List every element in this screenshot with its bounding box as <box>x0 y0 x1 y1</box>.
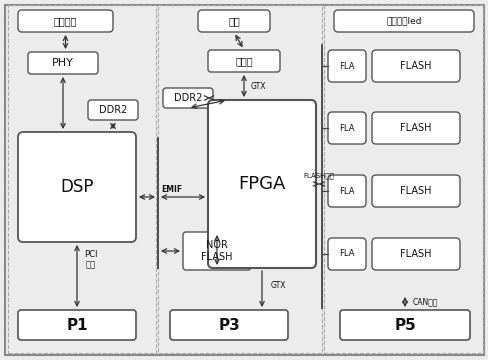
Text: 状态指示led: 状态指示led <box>386 17 421 26</box>
Text: FPGA: FPGA <box>238 175 285 193</box>
Text: FLASH总线: FLASH总线 <box>303 173 334 179</box>
Bar <box>8 5 156 353</box>
Text: DSP: DSP <box>60 178 94 196</box>
Text: DDR2: DDR2 <box>99 105 127 115</box>
Text: 光模块: 光模块 <box>235 56 252 66</box>
Text: PCI
接口: PCI 接口 <box>84 250 98 270</box>
Text: FLASH: FLASH <box>400 61 431 71</box>
FancyBboxPatch shape <box>183 232 250 270</box>
FancyBboxPatch shape <box>198 10 269 32</box>
FancyBboxPatch shape <box>327 112 365 144</box>
FancyBboxPatch shape <box>371 112 459 144</box>
FancyBboxPatch shape <box>18 132 136 242</box>
FancyBboxPatch shape <box>18 310 136 340</box>
Text: GTX: GTX <box>270 282 285 291</box>
Text: 千兆网口: 千兆网口 <box>54 16 77 26</box>
Text: FLASH: FLASH <box>400 186 431 196</box>
FancyBboxPatch shape <box>28 52 98 74</box>
FancyBboxPatch shape <box>333 10 473 32</box>
FancyBboxPatch shape <box>163 88 213 108</box>
Text: FLA: FLA <box>339 249 354 258</box>
FancyBboxPatch shape <box>170 310 287 340</box>
Text: CAN接口: CAN接口 <box>411 297 437 306</box>
Bar <box>158 5 321 353</box>
Text: P5: P5 <box>393 318 415 333</box>
FancyBboxPatch shape <box>207 50 280 72</box>
FancyBboxPatch shape <box>88 100 138 120</box>
Text: NOR
FLASH: NOR FLASH <box>201 240 232 262</box>
FancyBboxPatch shape <box>327 50 365 82</box>
Text: FLA: FLA <box>339 186 354 195</box>
Text: 光口: 光口 <box>228 16 240 26</box>
Text: DDR2: DDR2 <box>173 93 202 103</box>
Bar <box>324 5 482 353</box>
FancyBboxPatch shape <box>327 238 365 270</box>
Text: P1: P1 <box>66 318 88 333</box>
FancyBboxPatch shape <box>339 310 469 340</box>
FancyBboxPatch shape <box>371 175 459 207</box>
FancyBboxPatch shape <box>327 175 365 207</box>
Text: FLA: FLA <box>339 123 354 132</box>
FancyBboxPatch shape <box>207 100 315 268</box>
Text: EMIF: EMIF <box>161 185 182 194</box>
Text: PHY: PHY <box>52 58 74 68</box>
Text: FLASH: FLASH <box>400 249 431 259</box>
FancyBboxPatch shape <box>18 10 113 32</box>
FancyBboxPatch shape <box>371 238 459 270</box>
Text: GTX: GTX <box>250 81 265 90</box>
Text: FLASH: FLASH <box>400 123 431 133</box>
FancyBboxPatch shape <box>371 50 459 82</box>
Text: P3: P3 <box>218 318 240 333</box>
Text: FLA: FLA <box>339 62 354 71</box>
